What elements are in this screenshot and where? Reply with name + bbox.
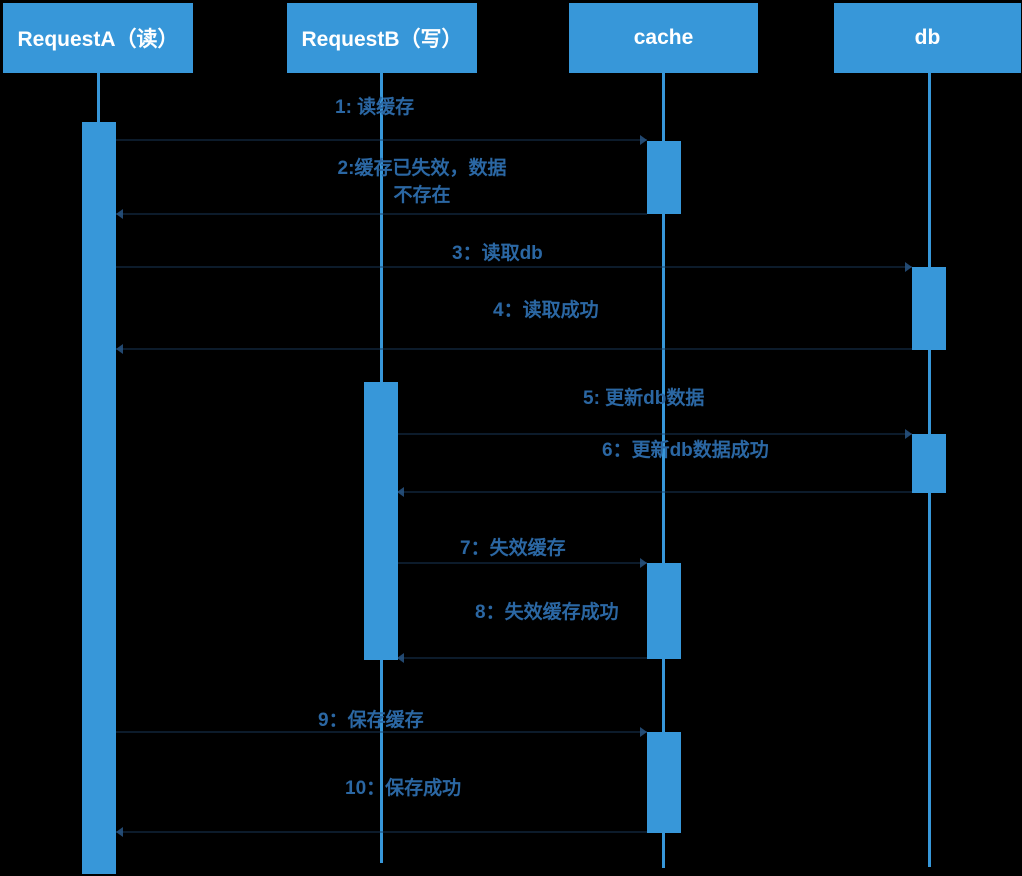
activation-requesta <box>82 122 116 874</box>
arrowhead-left-icon <box>397 653 404 663</box>
message-arrow-6 <box>397 487 912 497</box>
arrowhead-right-icon <box>905 429 912 439</box>
arrowhead-right-icon <box>905 262 912 272</box>
activation-db-2 <box>912 434 946 493</box>
message-arrow-2 <box>116 209 647 219</box>
message-label-8: 8：失效缓存成功 <box>475 602 619 623</box>
arrowhead-left-icon <box>397 487 404 497</box>
message-label-10: 10：保存成功 <box>345 778 462 799</box>
arrowhead-left-icon <box>116 209 123 219</box>
arrowhead-right-icon <box>640 727 647 737</box>
message-arrow-10 <box>116 827 647 837</box>
message-arrow-8 <box>397 653 647 663</box>
message-label-3: 3：读取db <box>452 243 543 264</box>
activation-cache-3 <box>647 732 681 833</box>
activation-db-1 <box>912 267 946 350</box>
message-arrow-3 <box>116 262 912 272</box>
message-label-7: 7：失效缓存 <box>460 538 566 559</box>
participant-header-requesta: RequestA（读） <box>3 3 193 73</box>
arrowhead-right-icon <box>640 135 647 145</box>
arrowhead-left-icon <box>116 827 123 837</box>
participant-header-db: db <box>834 3 1021 73</box>
arrowhead-right-icon <box>640 558 647 568</box>
message-label-9: 9：保存缓存 <box>318 710 424 731</box>
message-label-2: 2:缓存已失效，数据 不存在 <box>337 158 507 206</box>
message-arrow-5 <box>397 429 912 439</box>
participant-header-requestb: RequestB（写） <box>287 3 477 73</box>
message-arrow-4 <box>116 344 912 354</box>
activation-requestb <box>364 382 398 660</box>
message-arrow-1 <box>116 135 647 145</box>
message-label-5: 5: 更新db数据 <box>583 388 705 409</box>
activation-cache-1 <box>647 141 681 214</box>
message-arrow-7 <box>397 558 647 568</box>
lifeline-requesta <box>97 73 100 122</box>
message-label-6: 6：更新db数据成功 <box>602 440 769 461</box>
lifeline-cache <box>662 73 665 868</box>
message-label-1: 1: 读缓存 <box>335 97 415 118</box>
message-label-4: 4：读取成功 <box>493 300 599 321</box>
message-arrow-9 <box>116 727 647 737</box>
activation-cache-2 <box>647 563 681 659</box>
participant-header-cache: cache <box>569 3 758 73</box>
arrowhead-left-icon <box>116 344 123 354</box>
